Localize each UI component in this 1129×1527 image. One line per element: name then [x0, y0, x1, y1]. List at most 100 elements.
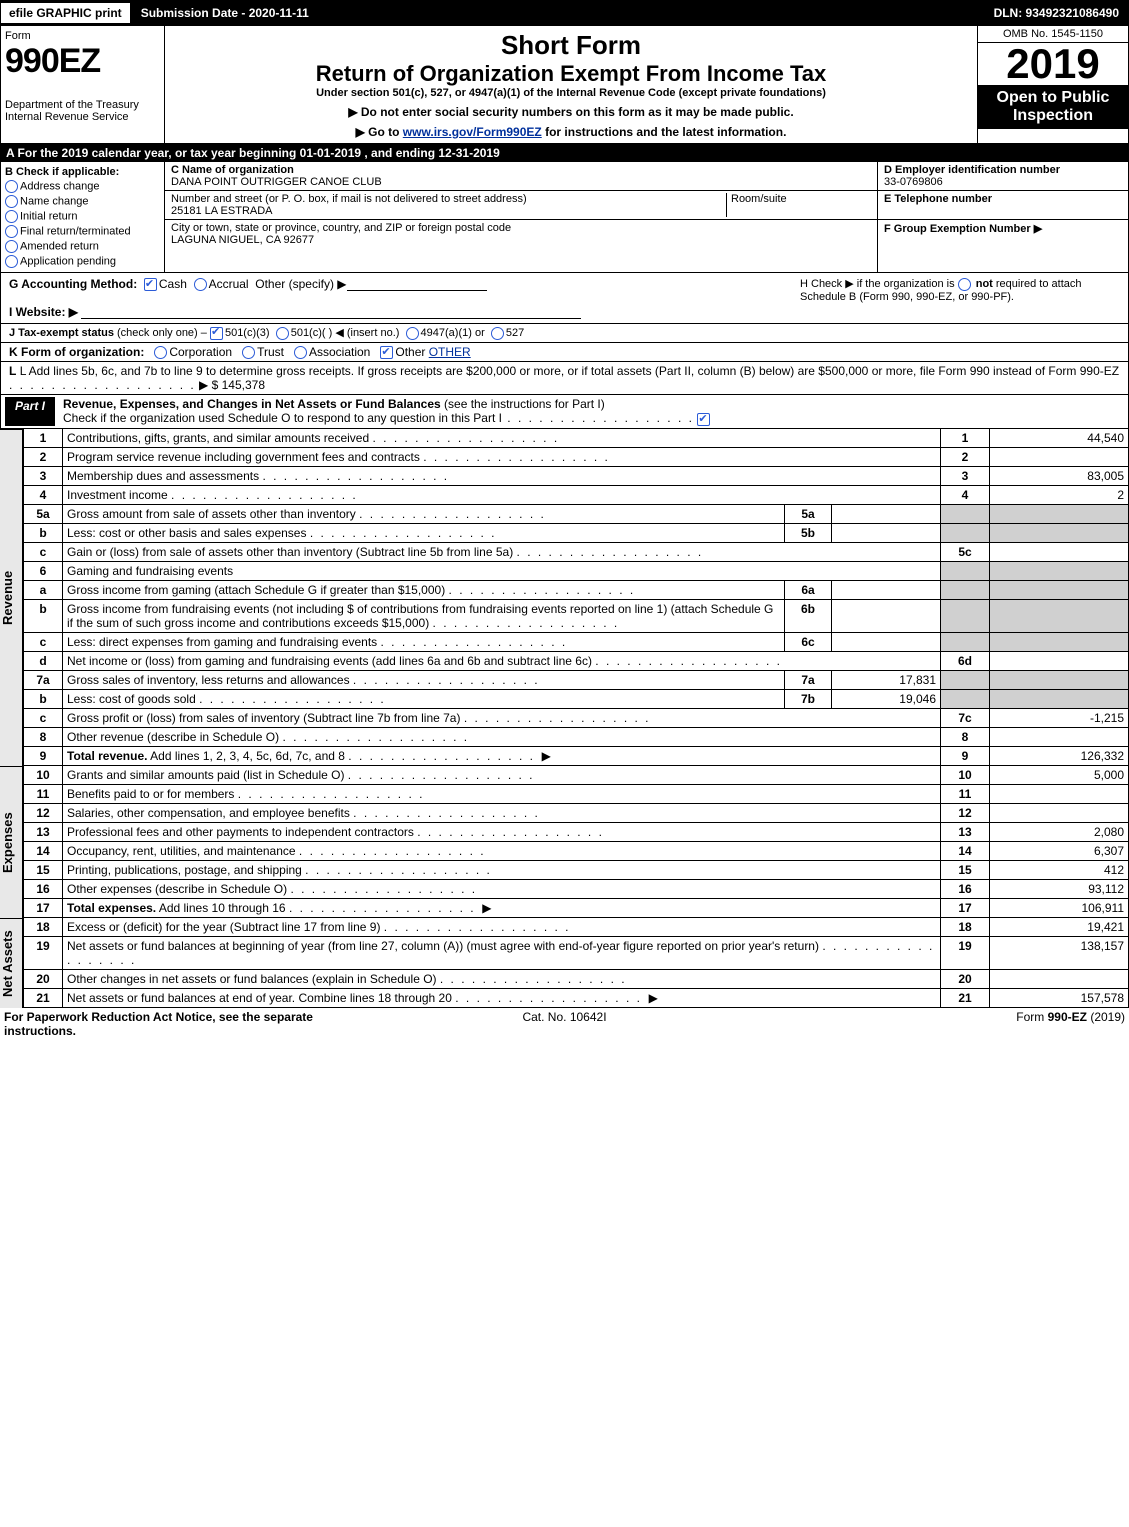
goto-pre: ▶ Go to [356, 125, 403, 139]
right-code [941, 599, 990, 632]
right-code: 18 [941, 918, 990, 937]
form-label: Form [5, 30, 160, 42]
mid-value: 19,046 [832, 689, 941, 708]
chk-trust[interactable] [242, 346, 255, 359]
topbar: efile GRAPHIC print Submission Date - 20… [0, 0, 1129, 26]
line-desc: Net assets or fund balances at beginning… [63, 936, 941, 969]
mid-value [832, 580, 941, 599]
title-under: Under section 501(c), 527, or 4947(a)(1)… [173, 87, 969, 99]
expenses-table: 10Grants and similar amounts paid (list … [23, 766, 1129, 918]
footer-form: Form 990-EZ (2019) [751, 1010, 1125, 1038]
line-number: c [24, 632, 63, 651]
line-number: 4 [24, 485, 63, 504]
line-number: 6 [24, 561, 63, 580]
d-ein-label: D Employer identification number [884, 164, 1060, 176]
line-number: 10 [24, 766, 63, 785]
line-desc: Contributions, gifts, grants, and simila… [63, 429, 941, 448]
page-footer: For Paperwork Reduction Act Notice, see … [0, 1008, 1129, 1040]
table-row: 21Net assets or fund balances at end of … [24, 988, 1129, 1007]
line-desc: Program service revenue including govern… [63, 447, 941, 466]
netassets-label: Net Assets [0, 918, 23, 1008]
chk-application-pending[interactable] [5, 255, 18, 268]
part1-title: Revenue, Expenses, and Changes in Net As… [63, 397, 441, 411]
chk-4947[interactable] [406, 327, 419, 340]
ghi-block: G Accounting Method: Cash Accrual Other … [0, 273, 1129, 324]
e-phone-label: E Telephone number [884, 193, 992, 205]
part1-header: Part I Revenue, Expenses, and Changes in… [0, 395, 1129, 428]
line-value: -1,215 [990, 708, 1129, 727]
line-desc: Gross income from gaming (attach Schedul… [63, 580, 785, 599]
line-desc: Other expenses (describe in Schedule O) [63, 879, 941, 898]
line-number: a [24, 580, 63, 599]
lbl-other-method: Other (specify) ▶ [255, 277, 346, 291]
section-b: B Check if applicable: Address change Na… [1, 162, 165, 272]
dln: DLN: 93492321086490 [984, 3, 1129, 23]
chk-amended-return[interactable] [5, 240, 18, 253]
chk-schedule-o[interactable] [697, 413, 710, 426]
table-row: 15Printing, publications, postage, and s… [24, 860, 1129, 879]
chk-address-change[interactable] [5, 180, 18, 193]
right-code: 19 [941, 936, 990, 969]
table-row: 7aGross sales of inventory, less returns… [24, 670, 1129, 689]
line-value [990, 651, 1129, 670]
org-street: 25181 LA ESTRADA [171, 205, 273, 217]
right-code [941, 561, 990, 580]
line-desc: Grants and similar amounts paid (list in… [63, 766, 941, 785]
right-code: 20 [941, 969, 990, 988]
k-line: K Form of organization: Corporation Trus… [0, 343, 1129, 362]
lbl-amended-return: Amended return [20, 240, 99, 252]
chk-initial-return[interactable] [5, 210, 18, 223]
right-code: 11 [941, 784, 990, 803]
table-row: bGross income from fundraising events (n… [24, 599, 1129, 632]
irs-link[interactable]: www.irs.gov/Form990EZ [403, 125, 542, 139]
line-value [990, 689, 1129, 708]
right-code: 6d [941, 651, 990, 670]
period-line: A For the 2019 calendar year, or tax yea… [0, 144, 1129, 162]
chk-name-change[interactable] [5, 195, 18, 208]
chk-501c[interactable] [276, 327, 289, 340]
lbl-initial-return: Initial return [20, 210, 77, 222]
line-number: 12 [24, 803, 63, 822]
table-row: aGross income from gaming (attach Schedu… [24, 580, 1129, 599]
other-method-input[interactable] [347, 278, 487, 291]
mid-code: 6b [785, 599, 832, 632]
line-value [990, 542, 1129, 561]
efile-print[interactable]: efile GRAPHIC print [0, 2, 131, 24]
title-return: Return of Organization Exempt From Incom… [173, 61, 969, 87]
line-value [990, 580, 1129, 599]
website-input[interactable] [81, 306, 581, 319]
expenses-label: Expenses [0, 766, 23, 918]
line-value: 83,005 [990, 466, 1129, 485]
chk-501c3[interactable] [210, 327, 223, 340]
mid-value [832, 599, 941, 632]
line-desc: Benefits paid to or for members [63, 784, 941, 803]
line-number: 21 [24, 988, 63, 1007]
chk-schedule-b[interactable] [958, 278, 971, 291]
mid-code: 5a [785, 504, 832, 523]
chk-527[interactable] [491, 327, 504, 340]
chk-final-return[interactable] [5, 225, 18, 238]
lbl-527: 527 [506, 327, 524, 339]
revenue-block: Revenue 1Contributions, gifts, grants, a… [0, 429, 1129, 766]
line-value: 6,307 [990, 841, 1129, 860]
chk-corp[interactable] [154, 346, 167, 359]
line-number: 3 [24, 466, 63, 485]
table-row: 17Total expenses. Add lines 10 through 1… [24, 898, 1129, 917]
chk-cash[interactable] [144, 278, 157, 291]
chk-other-org[interactable] [380, 346, 393, 359]
line-desc: Excess or (deficit) for the year (Subtra… [63, 918, 941, 937]
line-number: b [24, 689, 63, 708]
line-desc: Investment income [63, 485, 941, 504]
line-number: d [24, 651, 63, 670]
table-row: 12Salaries, other compensation, and empl… [24, 803, 1129, 822]
other-org-link[interactable]: OTHER [429, 345, 471, 359]
line-value [990, 969, 1129, 988]
chk-assoc[interactable] [294, 346, 307, 359]
line-value [990, 727, 1129, 746]
table-row: 3Membership dues and assessments 383,005 [24, 466, 1129, 485]
part1-check: Check if the organization used Schedule … [63, 411, 502, 425]
chk-accrual[interactable] [194, 278, 207, 291]
table-row: 13Professional fees and other payments t… [24, 822, 1129, 841]
lbl-address-change: Address change [20, 180, 100, 192]
c-city-label: City or town, state or province, country… [171, 222, 511, 234]
